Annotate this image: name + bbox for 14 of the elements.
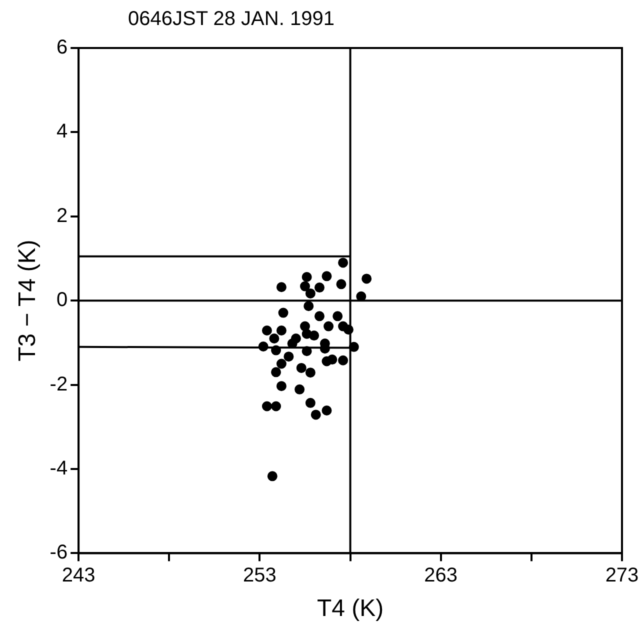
- y-tick-label: 2: [56, 204, 68, 227]
- chart-title: 0646JST 28 JAN. 1991: [128, 8, 334, 31]
- x-tick-label: 273: [605, 564, 639, 587]
- y-tick-label: -2: [50, 373, 68, 396]
- x-tick-label: 263: [424, 564, 458, 587]
- y-tick-label: 0: [56, 289, 68, 312]
- x-axis-title: T4 (K): [316, 595, 384, 622]
- y-tick-label: -4: [50, 458, 68, 480]
- y-tick-label: -6: [50, 542, 68, 564]
- x-tick-label: 243: [62, 564, 96, 587]
- y-tick-label: 4: [56, 120, 68, 143]
- y-tick-label: 6: [56, 36, 68, 59]
- y-axis-title: T3 − T4 (K): [14, 240, 42, 362]
- x-tick-label: 253: [243, 564, 276, 587]
